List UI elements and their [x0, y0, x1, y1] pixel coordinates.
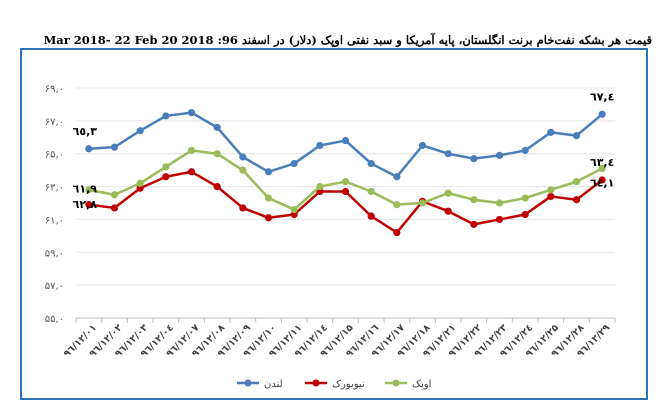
data-point — [598, 164, 606, 173]
data-point — [470, 155, 478, 163]
data-point — [85, 145, 93, 153]
chart-title: قیمت هر بشکه نفت‌خام برنت انگلستان، پایه… — [43, 33, 652, 47]
data-point — [264, 194, 273, 202]
data-label-last: ٦٧,٤ — [590, 90, 614, 103]
data-point — [521, 146, 529, 155]
data-point — [264, 168, 273, 176]
y-tick-label: ۶۷,۰ — [45, 117, 64, 128]
data-point — [213, 182, 221, 191]
data-point — [290, 210, 298, 219]
data-point — [521, 194, 529, 202]
data-point — [393, 228, 401, 237]
legend-label: اوپک — [412, 379, 431, 390]
data-point — [367, 212, 375, 220]
data-point — [521, 210, 529, 219]
legend-marker-icon — [244, 379, 252, 387]
data-point — [290, 159, 298, 168]
data-point — [316, 141, 324, 150]
data-point — [572, 132, 581, 140]
data-point — [187, 109, 196, 117]
data-point — [495, 199, 504, 207]
data-point — [598, 110, 606, 118]
data-point — [418, 199, 427, 207]
data-point — [341, 187, 350, 196]
data-point — [495, 215, 504, 224]
data-point — [572, 196, 581, 204]
data-point — [547, 128, 555, 136]
legend-label: نیویورک — [332, 379, 365, 390]
data-point — [290, 205, 298, 214]
data-point — [418, 141, 427, 150]
data-label-first: ٦٢,٨ — [73, 198, 98, 211]
data-label-first: ٦١,٩ — [73, 183, 98, 196]
data-label-last: ٦٤,١ — [590, 177, 614, 190]
data-point — [85, 201, 93, 209]
data-point — [444, 189, 452, 197]
data-point — [136, 184, 144, 192]
y-tick-label: ۵۵,۰ — [45, 314, 64, 325]
data-point — [393, 173, 401, 181]
data-point — [239, 166, 247, 174]
data-point — [367, 159, 375, 168]
data-point — [239, 204, 247, 212]
data-point — [316, 182, 324, 191]
data-point — [110, 143, 119, 151]
data-point — [547, 192, 555, 201]
y-tick-label: ۵۹,۰ — [45, 248, 64, 259]
data-point — [239, 153, 247, 161]
data-point — [187, 146, 196, 155]
y-tick-label: ۶۵,۰ — [45, 150, 64, 161]
data-point — [187, 168, 196, 176]
data-point — [470, 196, 478, 204]
data-point — [264, 214, 273, 222]
y-tick-label: ۶۹,۰ — [45, 84, 64, 95]
data-point — [110, 204, 119, 212]
y-tick-label: ۵۷,۰ — [45, 281, 64, 292]
data-point — [162, 163, 170, 171]
data-point — [213, 150, 221, 158]
data-label-last: ٦٣,٤ — [590, 156, 614, 169]
data-point — [110, 191, 119, 199]
legend-label: لندن — [264, 379, 283, 390]
data-point — [495, 151, 504, 159]
y-tick-label: ۶۱,۰ — [45, 215, 64, 226]
data-point — [598, 176, 606, 184]
chart-frame — [20, 48, 648, 400]
data-point — [547, 186, 555, 194]
data-point — [393, 201, 401, 209]
data-point — [162, 112, 170, 120]
data-point — [341, 136, 350, 145]
data-label-first: ٦٥,٣ — [73, 125, 98, 138]
data-point — [136, 127, 144, 135]
legend-marker-icon — [392, 379, 400, 387]
data-point — [341, 178, 350, 186]
data-point — [162, 173, 170, 181]
data-point — [367, 187, 375, 196]
data-point — [136, 179, 144, 187]
data-point — [213, 123, 221, 132]
legend-marker-icon — [312, 379, 320, 387]
data-point — [470, 220, 478, 228]
data-point — [85, 186, 93, 194]
data-point — [444, 207, 452, 215]
data-point — [572, 178, 581, 186]
y-tick-label: ۶۳,۰ — [45, 183, 64, 194]
data-point — [444, 150, 452, 158]
